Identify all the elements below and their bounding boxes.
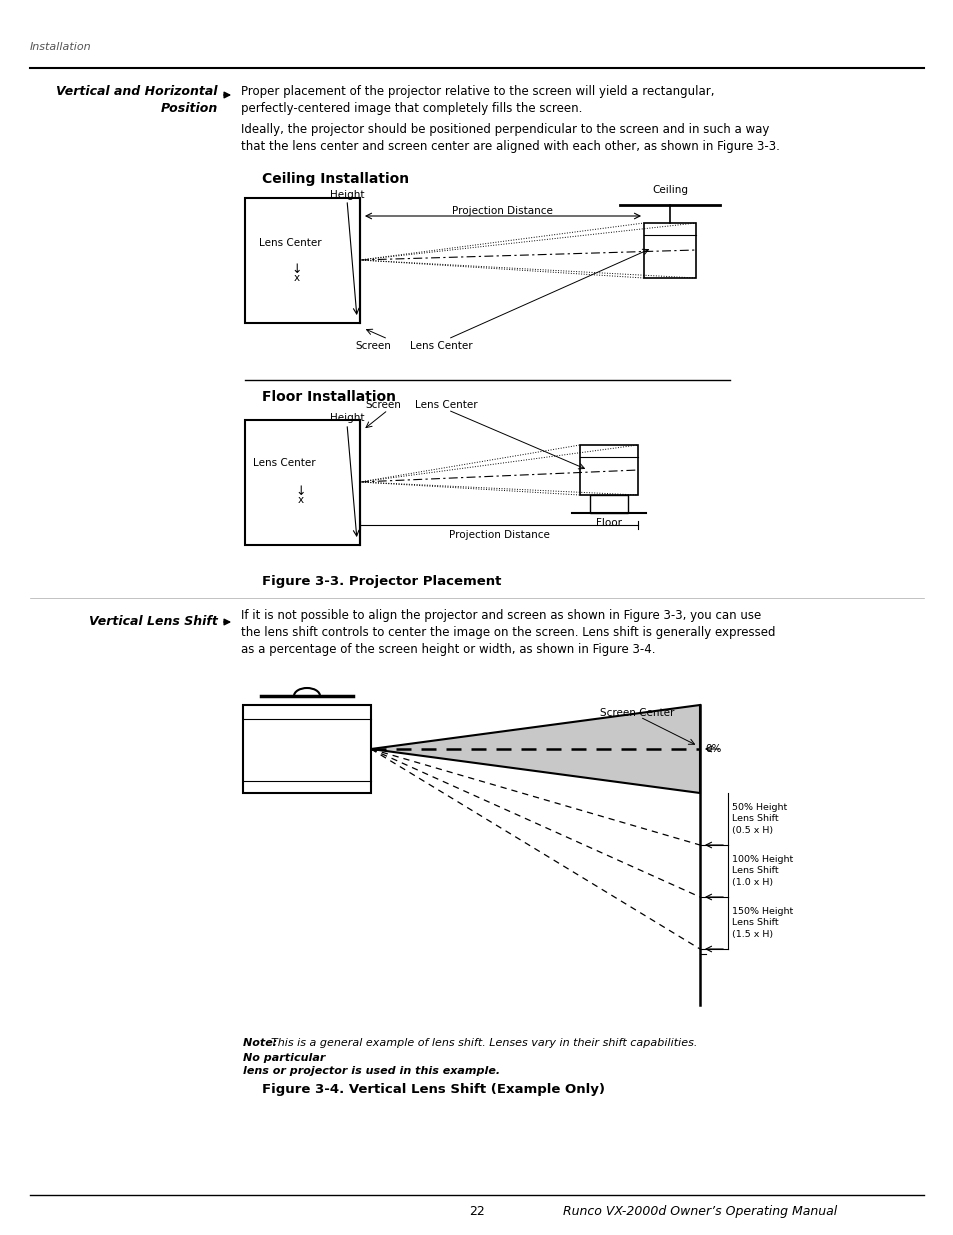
- Text: Height: Height: [330, 190, 364, 200]
- Text: 150% Height
Lens Shift
(1.5 x H): 150% Height Lens Shift (1.5 x H): [731, 908, 792, 939]
- Text: Screen: Screen: [365, 400, 400, 410]
- Text: This is a general example of lens shift. Lenses vary in their shift capabilities: This is a general example of lens shift.…: [271, 1037, 700, 1049]
- Text: Screen Center: Screen Center: [599, 708, 674, 718]
- Text: Lens Center: Lens Center: [258, 238, 321, 248]
- Text: 100% Height
Lens Shift
(1.0 x H): 100% Height Lens Shift (1.0 x H): [731, 856, 792, 887]
- Text: Figure 3-4. Vertical Lens Shift (Example Only): Figure 3-4. Vertical Lens Shift (Example…: [262, 1083, 604, 1095]
- Text: Note:: Note:: [243, 1037, 281, 1049]
- Text: Ideally, the projector should be positioned perpendicular to the screen and in s: Ideally, the projector should be positio…: [241, 124, 779, 153]
- Bar: [589, 495, 627, 513]
- Text: Ceiling Installation: Ceiling Installation: [262, 172, 409, 186]
- Text: Screen: Screen: [355, 341, 391, 351]
- Text: Projection Distance: Projection Distance: [451, 206, 552, 216]
- Text: Floor Installation: Floor Installation: [262, 390, 395, 404]
- Text: ↓: ↓: [292, 263, 302, 275]
- Bar: [243, 705, 371, 793]
- Text: Projection Distance: Projection Distance: [448, 530, 549, 540]
- Text: ↓: ↓: [295, 485, 306, 498]
- Text: Runco VX-2000d Owner’s Operating Manual: Runco VX-2000d Owner’s Operating Manual: [562, 1205, 836, 1218]
- Text: Installation: Installation: [30, 42, 91, 52]
- Text: Figure 3-3. Projector Placement: Figure 3-3. Projector Placement: [262, 576, 501, 588]
- Text: Floor: Floor: [596, 517, 621, 529]
- Text: Vertical and Horizontal
Position: Vertical and Horizontal Position: [56, 85, 218, 115]
- Text: 22: 22: [469, 1205, 484, 1218]
- Text: Vertical Lens Shift: Vertical Lens Shift: [89, 615, 218, 629]
- Bar: [245, 420, 359, 545]
- Text: Height: Height: [330, 412, 364, 424]
- Text: Lens Center: Lens Center: [415, 400, 477, 410]
- Polygon shape: [371, 705, 700, 793]
- Bar: [245, 198, 359, 324]
- Text: x: x: [297, 495, 304, 505]
- Text: Lens Center: Lens Center: [410, 341, 472, 351]
- Text: 0%: 0%: [704, 743, 720, 755]
- Text: Lens Center: Lens Center: [253, 458, 315, 468]
- Bar: [579, 445, 638, 495]
- Text: If it is not possible to align the projector and screen as shown in Figure 3-3, : If it is not possible to align the proje…: [241, 609, 775, 656]
- Text: Proper placement of the projector relative to the screen will yield a rectangula: Proper placement of the projector relati…: [241, 85, 714, 115]
- Text: 50% Height
Lens Shift
(0.5 x H): 50% Height Lens Shift (0.5 x H): [731, 804, 786, 835]
- Bar: [643, 224, 696, 278]
- Text: Ceiling: Ceiling: [651, 185, 687, 195]
- Text: No particular
lens or projector is used in this example.: No particular lens or projector is used …: [243, 1053, 499, 1076]
- Text: x: x: [294, 273, 300, 283]
